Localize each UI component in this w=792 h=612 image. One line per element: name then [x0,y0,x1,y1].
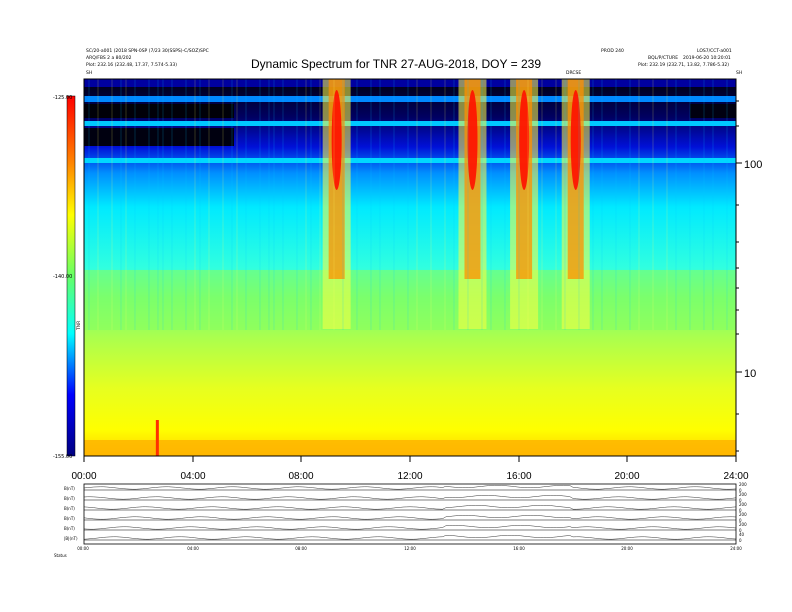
panel-label: B(nT) [64,506,75,511]
burst-event [458,79,487,329]
header-right-plot: Plot: 232.19 (232.71, 13.82, 7.786-5.32) [638,63,729,68]
header-right-id: LOS7/CCT-a001 [697,49,732,54]
header-right-source: BQL/P/CTURE [648,56,679,61]
status-label: Status [54,553,67,558]
marker-right: SH [736,71,743,76]
x-tick-label: 04:00 [180,471,205,482]
x-tick-label: 12:00 [397,471,422,482]
x-axis: 00:00 04:00 08:00 12:00 16:00 20:00 24:0… [71,456,749,482]
colorbar-tick-bottom: -155.00 [53,454,72,460]
panel-right-tick: 0 [739,538,742,543]
panel-right-tick: 0 [739,498,742,503]
panel-x-tick: 12:00 [404,546,416,551]
burst-event [561,79,590,329]
chart-title: Dynamic Spectrum for TNR 27-AUG-2018, DO… [250,57,541,71]
x-tick-label: 00:00 [71,471,96,482]
magnetometer-panels: B(nT)2000B(nT)2000B(nT)2000B(nT)2000B(nT… [64,482,747,545]
spectrogram [84,79,736,456]
panel-series [83,485,737,490]
marker-mid: DRCSE [566,71,582,76]
colorbar-label: TNR [76,321,82,331]
panel-series [83,525,737,530]
y-tick-label: 100 [744,159,762,171]
panel-right-tick: 200 [739,522,747,527]
panel-label: |B|(nT) [64,536,78,541]
panel-right-tick: 0 [739,518,742,523]
burst-event [155,420,159,456]
panel-right-tick: 200 [739,502,747,507]
panel-x-tick: 04:00 [187,546,199,551]
panel-series [83,535,737,540]
y-tick-label: 10 [744,368,756,380]
panel-x-tick: 24:00 [730,546,742,551]
header-right-date: 2019-06-20 10:20:01 [683,56,731,61]
panel-label: B(nT) [64,516,75,521]
panel-label: B(nT) [64,486,75,491]
panel-right-tick: 0 [739,528,742,533]
y-axis-right: 100 10 [736,100,762,452]
panel-x-tick: 08:00 [295,546,307,551]
panel-right-tick: 40 [739,532,745,537]
panel-right-tick: 0 [739,488,742,493]
panel-series [83,505,737,510]
panel-right-tick: 200 [739,512,747,517]
x-tick-label: 20:00 [614,471,639,482]
header-left-line-1: SC/20-a001 (2018 SPN-0SP (7/23 30(SSPS)-… [86,49,209,54]
panel-series [83,515,737,520]
panel-x-tick: 16:00 [513,546,525,551]
header-left-line-3: Plot: 232.16 (232.48, 17.37, 7.574-5.33) [86,63,177,68]
x-tick-label: 16:00 [506,471,531,482]
panel-x-tick: 20:00 [621,546,633,551]
header-left-line-2: ARQ/FBS 2 a 80/202 [86,56,132,61]
x-tick-label: 24:00 [723,471,748,482]
panel-frame [83,483,737,545]
panel-series [83,495,737,500]
burst-event [322,79,351,329]
colorbar-tick-top: -125.00 [53,95,72,101]
colorbar-tick-mid: -140.00 [53,274,72,280]
panel-right-tick: 0 [739,508,742,513]
panel-x-tick: 00:00 [77,546,89,551]
x-tick-label: 08:00 [288,471,313,482]
burst-event [510,79,539,329]
panel-right-tick: 200 [739,482,747,487]
panel-label: B(nT) [64,526,75,531]
header-right-prod: PROD 240 [601,49,624,54]
marker-left: SH [86,71,93,76]
panel-right-tick: 200 [739,492,747,497]
panel-label: B(nT) [64,496,75,501]
colorbar [67,96,75,456]
